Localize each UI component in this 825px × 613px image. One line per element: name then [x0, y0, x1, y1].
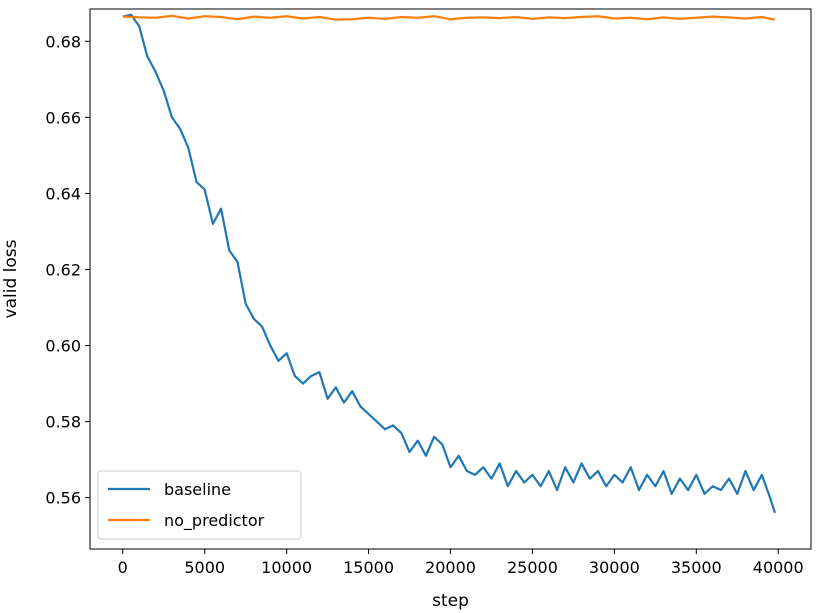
- y-tick-label: 0.62: [45, 260, 81, 279]
- x-axis: 0 5000 10000 15000 20000 25000 30000 35000 40000: [118, 549, 804, 577]
- x-tick-label: 15000: [343, 558, 394, 577]
- x-tick-label: 0: [118, 558, 128, 577]
- x-tick-label: 30000: [589, 558, 640, 577]
- x-tick-label: 35000: [671, 558, 722, 577]
- x-tick-label: 10000: [261, 558, 312, 577]
- legend-label: baseline: [164, 480, 231, 499]
- y-tick-label: 0.58: [45, 413, 81, 432]
- plot-lines: [122, 13, 776, 514]
- y-tick-label: 0.56: [45, 489, 81, 508]
- x-tick-label: 20000: [425, 558, 476, 577]
- x-tick-label: 40000: [753, 558, 804, 577]
- y-axis: 0.56 0.58 0.60 0.62 0.64 0.66 0.68: [45, 32, 90, 508]
- x-tick-label: 5000: [184, 558, 225, 577]
- x-axis-label: step: [432, 591, 469, 611]
- y-tick-label: 0.68: [45, 32, 81, 51]
- y-tick-label: 0.66: [45, 108, 81, 127]
- legend: baseline no_predictor: [97, 470, 302, 540]
- y-axis-label: valid loss: [1, 239, 21, 318]
- x-tick-label: 25000: [507, 558, 558, 577]
- y-tick-label: 0.60: [45, 337, 81, 356]
- series-line-baseline: [122, 13, 776, 514]
- legend-label: no_predictor: [164, 511, 265, 531]
- y-tick-label: 0.64: [45, 184, 81, 203]
- series-line-no_predictor: [122, 14, 776, 21]
